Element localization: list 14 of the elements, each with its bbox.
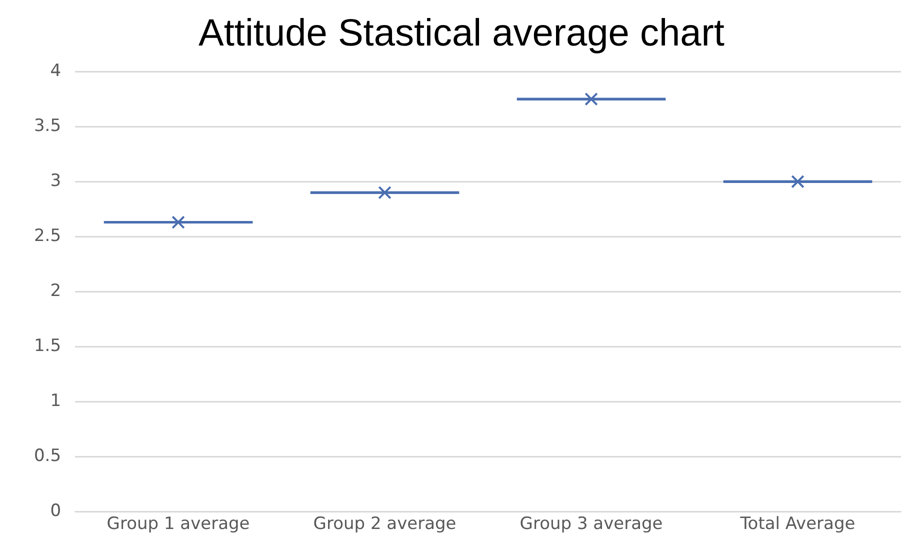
chart-title: Attitude Stastical average chart xyxy=(198,12,725,54)
y-tick-label: 4 xyxy=(50,61,62,82)
x-tick-label: Group 2 average xyxy=(313,514,456,534)
y-tick-label: 3 xyxy=(50,171,62,192)
y-tick-label: 1.5 xyxy=(34,336,62,356)
x-tick-label: Total Average xyxy=(739,514,856,534)
x-tick-label: Group 1 average xyxy=(106,514,250,534)
y-tick-label: 0.5 xyxy=(34,446,62,466)
y-tick-label: 2.5 xyxy=(34,226,62,246)
y-tick-label: 1 xyxy=(50,391,62,412)
y-tick-label: 3.5 xyxy=(34,116,62,136)
x-tick-label: Group 3 average xyxy=(520,514,663,534)
y-tick-label: 2 xyxy=(50,281,62,302)
y-tick-label: 0 xyxy=(50,501,62,522)
